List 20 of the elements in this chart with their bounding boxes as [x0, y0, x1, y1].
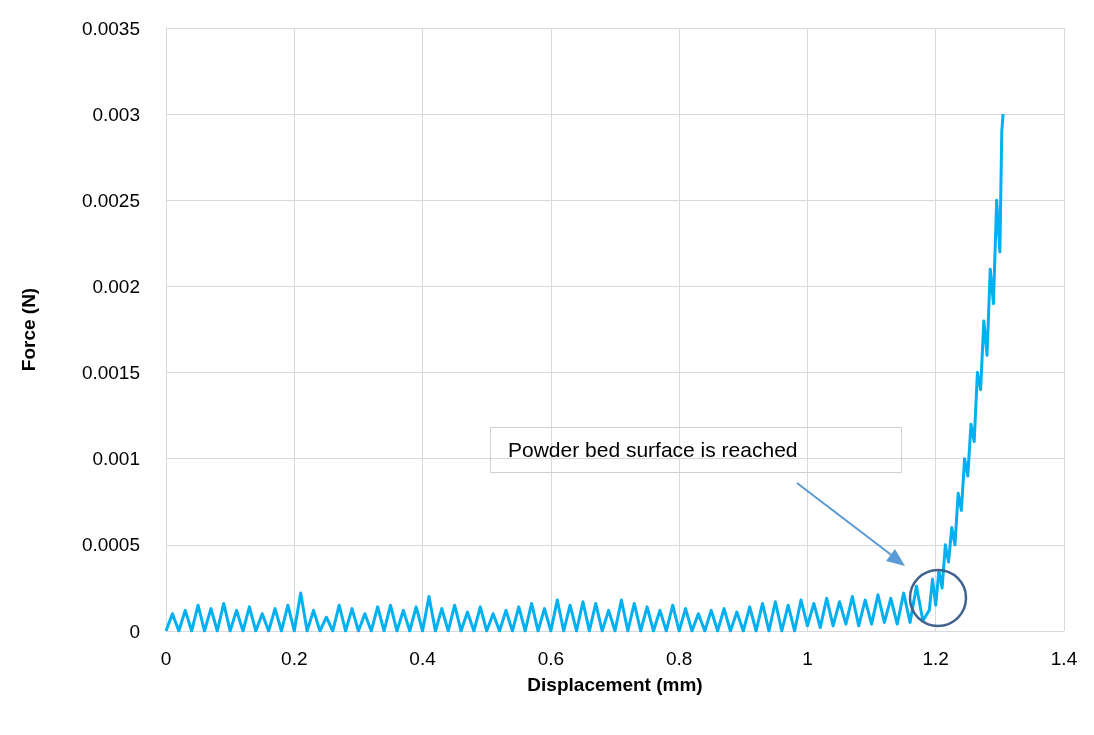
y-tick-label: 0.0025	[81, 189, 140, 211]
y-tick-label: 0.002	[92, 275, 140, 297]
x-axis-title: Displacement (mm)	[527, 674, 703, 695]
y-tick-label: 0.003	[92, 103, 140, 125]
annotation: Powder bed surface is reached	[508, 438, 798, 462]
line-series	[164, 112, 1005, 633]
x-tick-label: 0.8	[665, 648, 693, 669]
x-tick-label: 1	[802, 648, 813, 669]
x-tick-label: 0.6	[537, 648, 565, 669]
x-tick-label: 0.4	[409, 648, 437, 669]
y-tick-label: 0.0035	[81, 17, 140, 39]
y-tick-label: 0.0005	[81, 534, 140, 556]
x-tick-label: 0	[160, 648, 172, 669]
x-tick-label: 1.4	[1050, 648, 1078, 669]
x-tick-label: 0.2	[281, 648, 308, 669]
y-tick-label: 0.001	[92, 448, 140, 470]
y-tick-label: 0.0015	[81, 362, 140, 384]
y-axis-title: Force (N)	[18, 287, 39, 372]
x-tick-label: 1.2	[922, 648, 949, 669]
y-tick-label: 0	[129, 620, 140, 642]
